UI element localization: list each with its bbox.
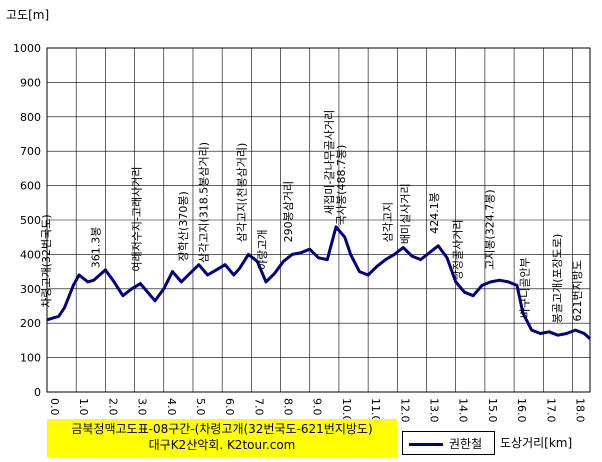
x-tick-label: 2.0 [106,398,119,416]
peak-annotation: 290봉삼거리 [282,181,295,242]
x-axis-title: 도상거리[km] [500,436,573,450]
y-tick-label: 700 [20,145,41,158]
y-tick-label: 400 [20,248,41,261]
chart-title-line-2: 대구K2산악회. K2tour.com [148,438,296,452]
peak-annotation: 국사봉(488.7봉) [335,145,348,226]
x-tick-label: 18.0 [573,398,586,423]
y-tick-label: 100 [20,352,41,365]
y-tick-label: 800 [20,111,41,124]
x-tick-label: 3.0 [136,398,149,416]
x-tick-label: 11.0 [369,398,382,423]
y-axis-title: 고도[m] [6,8,50,22]
peak-annotation: 장학산(370봉) [177,191,190,261]
x-tick-label: 12.0 [398,398,411,423]
x-tick-label: 10.0 [340,398,353,423]
peak-annotation: 424.1봉 [428,192,441,234]
chart-title-box: 금북정맥고도표-08구간-(차령고개(32번국도-621번지방도) 대구K2산악… [47,419,397,457]
x-tick-label: 14.0 [457,398,470,423]
x-tick-label: 16.0 [515,398,528,423]
y-tick-label: 0 [34,386,41,399]
x-tick-label: 15.0 [486,398,499,422]
x-tick-label: 5.0 [194,398,207,416]
legend-swatch [409,443,443,446]
peak-annotation: 361.3봉 [90,227,103,269]
peak-annotation: 바구니골안부 [519,257,532,318]
x-tick-label: 9.0 [311,398,324,416]
x-tick-label: 6.0 [223,398,236,416]
peak-annotation: 낭정골사거리 [452,220,465,281]
peak-annotation: 봉골고개(포장도로) [551,234,564,324]
x-tick-label: 7.0 [252,398,265,416]
y-tick-label: 1000 [13,42,41,55]
legend: 권한철 [402,431,495,455]
y-tick-label: 200 [20,317,41,330]
x-tick-label: 4.0 [165,398,178,416]
x-tick-label: 0.0 [48,398,61,416]
y-tick-label: 600 [20,180,41,193]
chart-title-line-1: 금북정맥고도표-08구간-(차령고개(32번국도-621번지방도) [71,422,373,436]
peak-annotation: 삼각고지(천봉삼거리) [235,143,249,243]
peak-annotation: 삼각고지 [381,202,394,242]
x-tick-label: 8.0 [282,398,295,416]
x-tick-label: 1.0 [77,398,90,416]
peak-annotation: 여래저수지-고래사거리 [130,166,143,271]
peak-annotation: 야랑고개 [256,229,269,269]
peak-annotation: 고지봉(324.7봉) [484,189,497,270]
y-tick-label: 500 [20,214,41,227]
elevation-series-line [46,225,592,340]
y-tick-label: 900 [20,76,41,89]
peak-annotation: 배미실사거리 [399,183,412,244]
x-tick-label: 17.0 [544,398,557,423]
x-tick-label: 13.0 [428,398,441,423]
y-tick-label: 300 [20,283,41,296]
legend-label: 권한철 [449,437,483,451]
peak-annotation: 삼각고지(318.5봉삼거리) [198,142,211,263]
peak-annotation: 차령고개(32번국도) [40,214,53,307]
peak-annotation: 새접미-갈나무골사거리 [322,110,336,215]
peak-annotation: 621번지방도 [571,260,584,321]
